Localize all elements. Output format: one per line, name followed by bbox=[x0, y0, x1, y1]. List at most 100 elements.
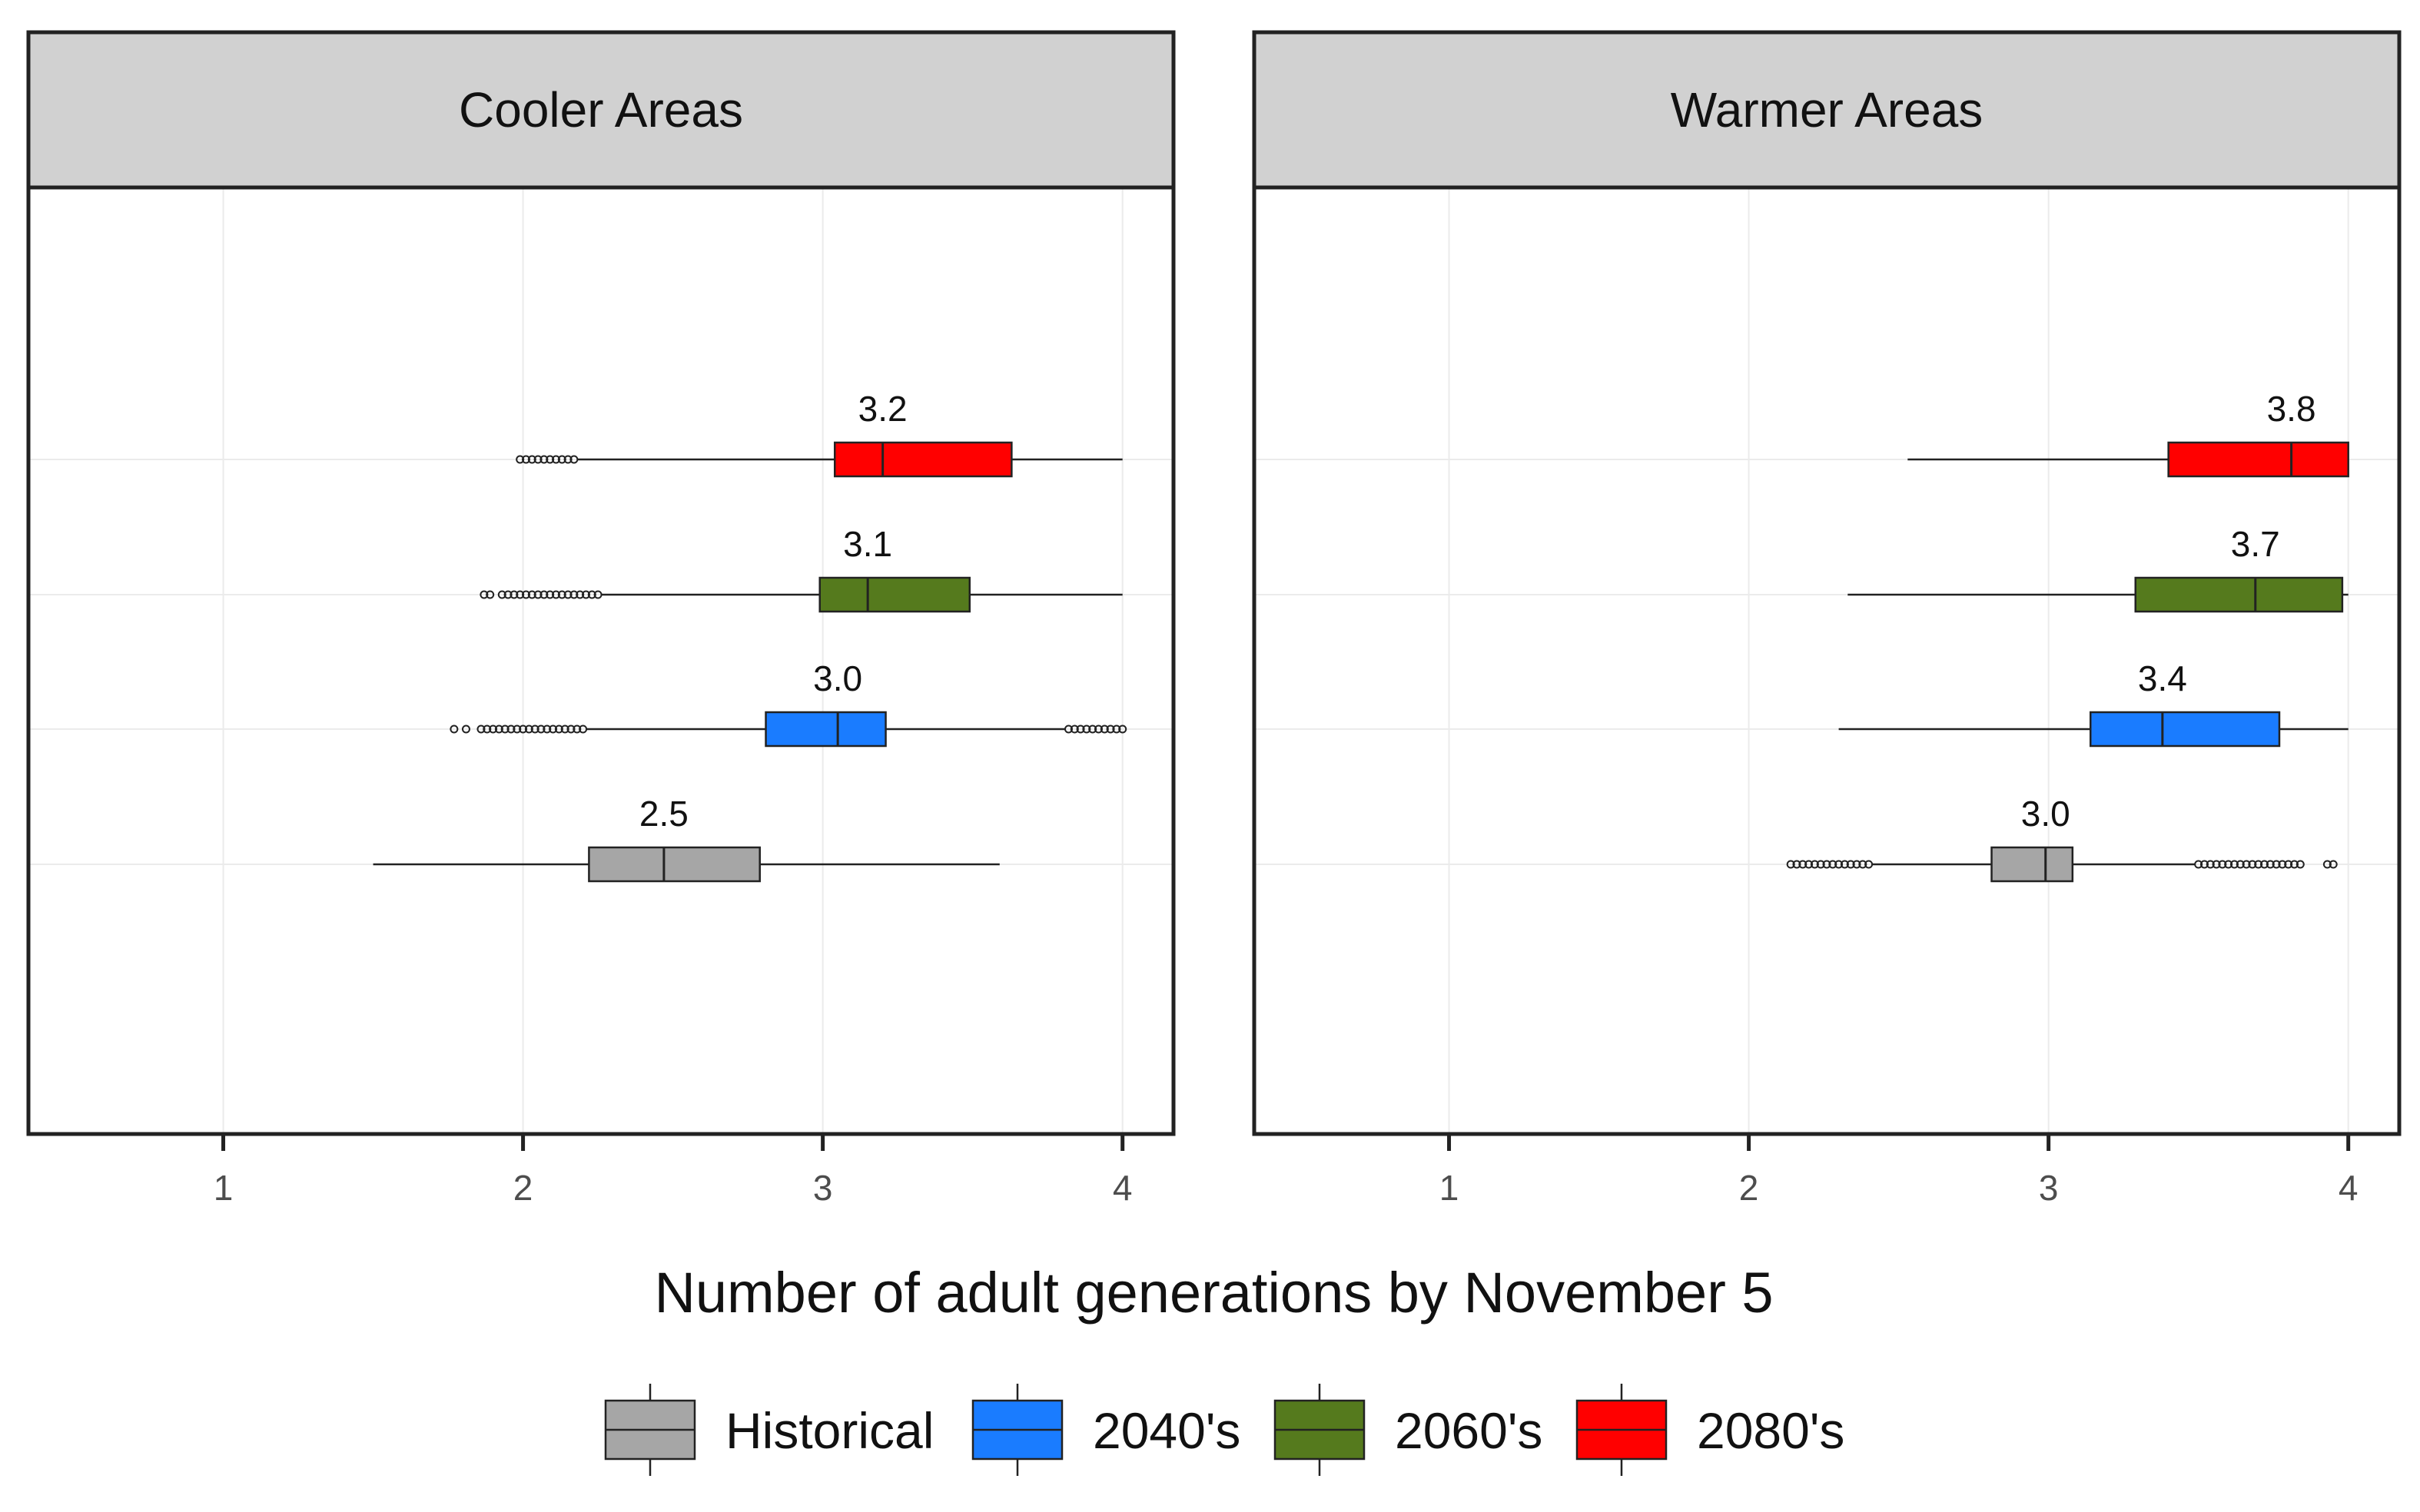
legend-label: Historical bbox=[725, 1402, 934, 1459]
legend-item: 2080's bbox=[1575, 1384, 1844, 1476]
outlier-point bbox=[587, 590, 596, 599]
outlier-point bbox=[516, 590, 525, 599]
outlier-point bbox=[1094, 724, 1103, 734]
outlier-point bbox=[1840, 860, 1849, 869]
outlier-point bbox=[1858, 860, 1867, 869]
outlier-point bbox=[2206, 860, 2215, 869]
outlier-point bbox=[2194, 860, 2203, 869]
box-2060s: 3.7 bbox=[1847, 524, 2349, 613]
outlier-point bbox=[480, 590, 489, 599]
box-2080s: 3.8 bbox=[1907, 389, 2349, 478]
outlier-point bbox=[521, 455, 530, 464]
outlier-point bbox=[1792, 860, 1801, 869]
outlier-point bbox=[2289, 860, 2299, 869]
legend-item: 2040's bbox=[971, 1384, 1240, 1476]
box-iqr bbox=[2167, 441, 2349, 478]
median-label: 3.0 bbox=[813, 658, 862, 698]
x-tick-label: 3 bbox=[2039, 1168, 2059, 1208]
outlier-point bbox=[1064, 724, 1073, 734]
box-iqr bbox=[818, 576, 971, 613]
outlier-point bbox=[1088, 724, 1097, 734]
legend-label: 2060's bbox=[1395, 1402, 1542, 1459]
x-tick-label: 1 bbox=[1439, 1168, 1459, 1208]
outlier-point bbox=[549, 724, 558, 734]
outlier-point bbox=[503, 590, 513, 599]
outlier-point bbox=[1828, 860, 1837, 869]
outlier-point bbox=[486, 590, 495, 599]
outlier-point bbox=[506, 724, 516, 734]
outlier-point bbox=[1082, 724, 1091, 734]
outlier-point bbox=[536, 724, 546, 734]
outlier-point bbox=[539, 455, 549, 464]
outlier-point bbox=[563, 590, 573, 599]
plot-background bbox=[28, 187, 1173, 1134]
outlier-point bbox=[527, 455, 536, 464]
legend-item: Historical bbox=[604, 1384, 934, 1476]
panel-1: Warmer Areas 3.0 3.4 3.7 3.8 1 2 3 4 bbox=[1252, 30, 2402, 1208]
outlier-point bbox=[1786, 860, 1795, 869]
outlier-point bbox=[551, 590, 560, 599]
box-iqr bbox=[1990, 846, 2074, 883]
legend-item: 2060's bbox=[1273, 1384, 1542, 1476]
panel-strip bbox=[1252, 30, 2402, 190]
legend-label: 2040's bbox=[1093, 1402, 1240, 1459]
outlier-point bbox=[576, 590, 585, 599]
outlier-point bbox=[527, 590, 536, 599]
panel-strip bbox=[26, 30, 1176, 190]
outlier-point bbox=[554, 724, 563, 734]
outlier-point bbox=[450, 724, 459, 734]
box-2040s: 3.0 bbox=[450, 658, 1127, 748]
median-label: 3.4 bbox=[2138, 658, 2187, 698]
outlier-point bbox=[1864, 860, 1874, 869]
outlier-point bbox=[2329, 860, 2338, 869]
outlier-point bbox=[1070, 724, 1079, 734]
outlier-point bbox=[563, 455, 573, 464]
outlier-point bbox=[2266, 860, 2275, 869]
outlier-point bbox=[2218, 860, 2227, 869]
outlier-point bbox=[546, 590, 555, 599]
outlier-point bbox=[2229, 860, 2239, 869]
outlier-point bbox=[557, 590, 566, 599]
outlier-point bbox=[494, 724, 503, 734]
panel-border bbox=[1252, 185, 2402, 1136]
outlier-point bbox=[557, 455, 566, 464]
outlier-point bbox=[1112, 724, 1121, 734]
panel-border bbox=[26, 185, 1176, 1136]
outlier-point bbox=[593, 590, 603, 599]
outlier-point bbox=[569, 455, 579, 464]
outlier-point bbox=[1834, 860, 1844, 869]
outlier-point bbox=[2278, 860, 2287, 869]
panel-title: Cooler Areas bbox=[459, 82, 743, 138]
x-tick-label: 2 bbox=[513, 1168, 533, 1208]
outlier-point bbox=[1822, 860, 1831, 869]
median-label: 2.5 bbox=[639, 794, 689, 834]
outlier-point bbox=[543, 724, 552, 734]
x-axis-title: Number of adult generations by November … bbox=[654, 1261, 1773, 1325]
outlier-point bbox=[2322, 860, 2332, 869]
outlier-point bbox=[539, 590, 549, 599]
box-2040s: 3.4 bbox=[1838, 658, 2349, 748]
outlier-point bbox=[533, 590, 543, 599]
outlier-point bbox=[560, 724, 569, 734]
box-2080s: 3.2 bbox=[516, 389, 1123, 478]
x-tick-label: 1 bbox=[214, 1168, 234, 1208]
outlier-point bbox=[2224, 860, 2233, 869]
outlier-point bbox=[2284, 860, 2293, 869]
outlier-point bbox=[1846, 860, 1855, 869]
outlier-point bbox=[497, 590, 506, 599]
box-iqr bbox=[588, 846, 761, 883]
x-tick-label: 4 bbox=[2339, 1168, 2359, 1208]
outlier-point bbox=[510, 590, 519, 599]
outlier-point bbox=[1076, 724, 1085, 734]
outlier-point bbox=[489, 724, 498, 734]
box-historical: 2.5 bbox=[373, 794, 1000, 883]
outlier-point bbox=[2254, 860, 2263, 869]
outlier-point bbox=[2248, 860, 2257, 869]
outlier-point bbox=[551, 455, 560, 464]
box-iqr bbox=[2134, 576, 2344, 613]
outlier-point bbox=[483, 724, 492, 734]
median-label: 3.1 bbox=[843, 524, 892, 564]
panel-0: Cooler Areas 2.5 3.0 3.1 3.2 1 2 3 4 bbox=[26, 30, 1176, 1208]
outlier-point bbox=[533, 455, 543, 464]
